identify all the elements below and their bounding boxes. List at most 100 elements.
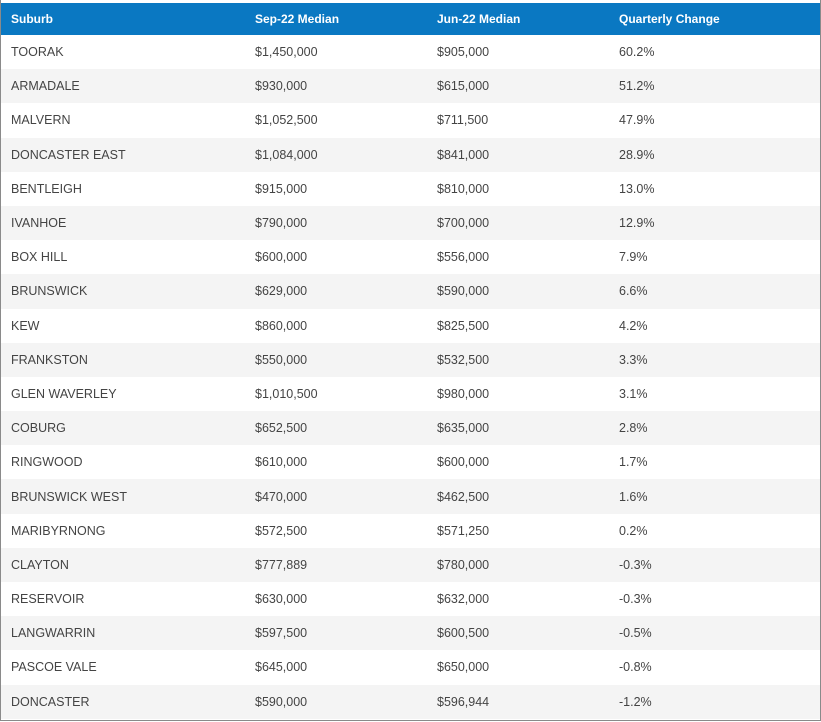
cell-quarterly-change: -1.2%: [619, 694, 652, 709]
table-row: DONCASTER EAST $1,084,000 $841,000 28.9%: [1, 137, 820, 172]
table-row: DONCASTER $590,000 $596,944 -1.2%: [1, 684, 820, 719]
table-row: CLAYTON $777,889 $780,000 -0.3%: [1, 547, 820, 582]
cell-jun22-median: $600,500: [437, 626, 490, 641]
cell-quarterly-change: 6.6%: [619, 284, 648, 299]
top-strip: [1, 0, 820, 3]
cell-jun22-median: $462,500: [437, 489, 490, 504]
cell-suburb: FRANKSTON: [11, 352, 88, 367]
table-row: KEW $860,000 $825,500 4.2%: [1, 308, 820, 343]
cell-suburb: DONCASTER: [11, 694, 90, 709]
cell-jun22-median: $600,000: [437, 455, 490, 470]
table-header-row: Suburb Sep-22 Median Jun-22 Median Quart…: [1, 3, 820, 35]
cell-jun22-median: $841,000: [437, 147, 490, 162]
cell-sep22-median: $790,000: [255, 216, 308, 231]
cell-suburb: TOORAK: [11, 45, 64, 60]
cell-sep22-median: $550,000: [255, 352, 308, 367]
cell-sep22-median: $777,889: [255, 557, 308, 572]
cell-quarterly-change: 12.9%: [619, 216, 655, 231]
cell-quarterly-change: 3.3%: [619, 352, 648, 367]
cell-jun22-median: $571,250: [437, 523, 490, 538]
cell-jun22-median: $632,000: [437, 592, 490, 607]
cell-sep22-median: $1,450,000: [255, 45, 318, 60]
cell-sep22-median: $597,500: [255, 626, 308, 641]
cell-sep22-median: $629,000: [255, 284, 308, 299]
table-row: MARIBYRNONG $572,500 $571,250 0.2%: [1, 513, 820, 548]
cell-quarterly-change: 47.9%: [619, 113, 655, 128]
cell-quarterly-change: 0.2%: [619, 523, 648, 538]
table-row: TOORAK $1,450,000 $905,000 60.2%: [1, 35, 820, 70]
cell-jun22-median: $596,944: [437, 694, 490, 709]
cell-jun22-median: $825,500: [437, 318, 490, 333]
table-row: RINGWOOD $610,000 $600,000 1.7%: [1, 445, 820, 480]
cell-sep22-median: $1,052,500: [255, 113, 318, 128]
cell-sep22-median: $1,084,000: [255, 147, 318, 162]
cell-quarterly-change: 7.9%: [619, 250, 648, 265]
table-row: BENTLEIGH $915,000 $810,000 13.0%: [1, 171, 820, 206]
cell-sep22-median: $590,000: [255, 694, 308, 709]
table-row: COBURG $652,500 $635,000 2.8%: [1, 411, 820, 446]
cell-sep22-median: $610,000: [255, 455, 308, 470]
table-row: BOX HILL $600,000 $556,000 7.9%: [1, 240, 820, 275]
cell-suburb: COBURG: [11, 421, 66, 436]
table-row: LANGWARRIN $597,500 $600,500 -0.5%: [1, 616, 820, 651]
cell-sep22-median: $572,500: [255, 523, 308, 538]
table-row: GLEN WAVERLEY $1,010,500 $980,000 3.1%: [1, 376, 820, 412]
cell-sep22-median: $645,000: [255, 660, 308, 675]
cell-suburb: IVANHOE: [11, 216, 67, 231]
cell-jun22-median: $980,000: [437, 386, 490, 401]
table-row: ARMADALE $930,000 $615,000 51.2%: [1, 69, 820, 104]
cell-suburb: DONCASTER EAST: [11, 147, 126, 162]
cell-jun22-median: $810,000: [437, 181, 490, 196]
header-suburb: Suburb: [11, 12, 53, 26]
cell-sep22-median: $930,000: [255, 79, 308, 94]
cell-sep22-median: $630,000: [255, 592, 308, 607]
cell-suburb: PASCOE VALE: [11, 660, 97, 675]
cell-quarterly-change: 4.2%: [619, 318, 648, 333]
cell-suburb: LANGWARRIN: [11, 626, 96, 641]
cell-suburb: ARMADALE: [11, 79, 80, 94]
cell-quarterly-change: -0.3%: [619, 557, 652, 572]
cell-quarterly-change: -0.5%: [619, 626, 652, 641]
table-row: PASCOE VALE $645,000 $650,000 -0.8%: [1, 650, 820, 685]
header-sep22-median: Sep-22 Median: [255, 12, 340, 26]
cell-quarterly-change: 60.2%: [619, 45, 655, 60]
table-body: TOORAK $1,450,000 $905,000 60.2% ARMADAL…: [1, 35, 820, 719]
cell-quarterly-change: 1.6%: [619, 489, 648, 504]
cell-quarterly-change: 13.0%: [619, 181, 655, 196]
cell-jun22-median: $615,000: [437, 79, 490, 94]
cell-quarterly-change: -0.3%: [619, 592, 652, 607]
cell-suburb: RINGWOOD: [11, 455, 83, 470]
cell-sep22-median: $860,000: [255, 318, 308, 333]
cell-suburb: MALVERN: [11, 113, 71, 128]
cell-quarterly-change: 2.8%: [619, 421, 648, 436]
table-row: MALVERN $1,052,500 $711,500 47.9%: [1, 103, 820, 138]
table-row: BRUNSWICK $629,000 $590,000 6.6%: [1, 274, 820, 309]
cell-quarterly-change: 3.1%: [619, 386, 648, 401]
suburb-median-table: Suburb Sep-22 Median Jun-22 Median Quart…: [1, 3, 820, 719]
cell-jun22-median: $650,000: [437, 660, 490, 675]
header-quarterly-change: Quarterly Change: [619, 12, 720, 26]
cell-sep22-median: $470,000: [255, 489, 308, 504]
cell-quarterly-change: -0.8%: [619, 660, 652, 675]
table-row: RESERVOIR $630,000 $632,000 -0.3%: [1, 582, 820, 617]
cell-jun22-median: $590,000: [437, 284, 490, 299]
cell-jun22-median: $700,000: [437, 216, 490, 231]
cell-suburb: MARIBYRNONG: [11, 523, 106, 538]
cell-suburb: BOX HILL: [11, 250, 68, 265]
cell-suburb: BENTLEIGH: [11, 181, 82, 196]
cell-quarterly-change: 1.7%: [619, 455, 648, 470]
cell-suburb: RESERVOIR: [11, 592, 85, 607]
cell-jun22-median: $780,000: [437, 557, 490, 572]
cell-sep22-median: $600,000: [255, 250, 308, 265]
cell-sep22-median: $1,010,500: [255, 386, 318, 401]
cell-suburb: BRUNSWICK WEST: [11, 489, 127, 504]
cell-suburb: KEW: [11, 318, 40, 333]
cell-quarterly-change: 28.9%: [619, 147, 655, 162]
cell-suburb: BRUNSWICK: [11, 284, 88, 299]
table-row: IVANHOE $790,000 $700,000 12.9%: [1, 205, 820, 241]
cell-jun22-median: $905,000: [437, 45, 490, 60]
cell-sep22-median: $915,000: [255, 181, 308, 196]
cell-suburb: CLAYTON: [11, 557, 69, 572]
cell-jun22-median: $711,500: [437, 113, 489, 128]
